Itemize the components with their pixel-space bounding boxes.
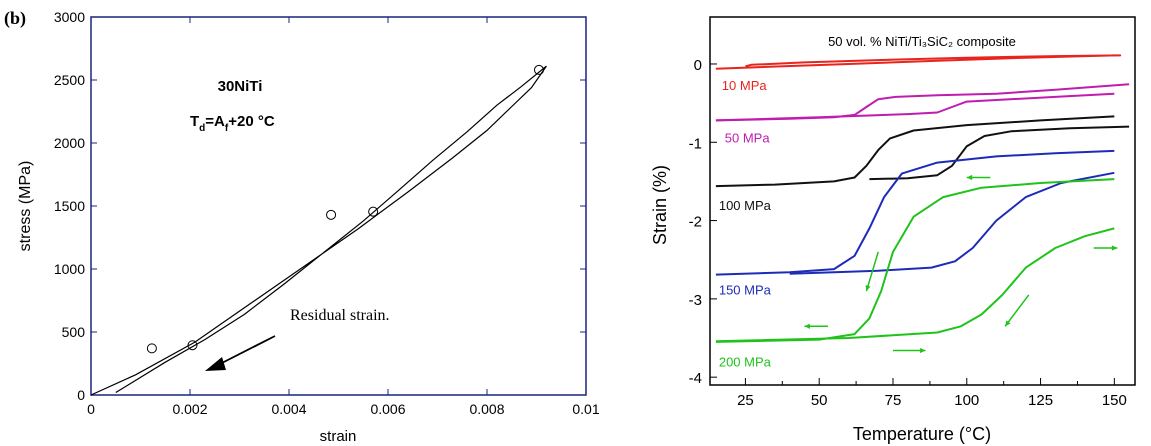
right-x-ticks: 25 50 75 100 125 150 [737, 378, 1127, 409]
right-x-tick-label: 25 [737, 392, 754, 409]
panel-label: (b) [4, 8, 26, 29]
strain-curve-50-mpa [715, 83, 1130, 122]
left-x-axis-label: strain [320, 428, 357, 445]
left-chart: (b) 0 0.002 0.004 0.006 0.008 0.01 0 500 1000 15… [4, 8, 600, 445]
right-direction-arrows [804, 174, 1118, 354]
left-x-tick-label: 0.006 [370, 401, 405, 417]
left-y-tick-label: 1500 [54, 198, 85, 214]
right-x-tick-label: 50 [811, 392, 828, 409]
circle-marker [326, 209, 337, 220]
left-x-ticks: 0 0.002 0.004 0.006 0.008 0.01 [87, 17, 600, 417]
series-label: 50 MPa [725, 131, 771, 146]
strain-curve-50-mpa [715, 92, 1115, 122]
circle-marker [533, 64, 544, 75]
right-chart: 50 vol. % NiTi/Ti₃SiC₂ composite 25 50 75 1… [650, 16, 1136, 444]
left-y-tick-label: 500 [62, 324, 86, 340]
left-x-tick-label: 0.01 [572, 401, 599, 417]
strain-curve-100-mpa [869, 125, 1130, 181]
left-x-tick-label: 0 [87, 401, 95, 417]
direction-arrowhead [1111, 245, 1118, 251]
residual-strain-annotation: Residual strain. [290, 307, 390, 324]
temperature-label: Td=Af+20 °C [190, 113, 275, 134]
strain-curve-200-mpa [715, 178, 1115, 343]
series-label: 100 MPa [719, 198, 772, 213]
direction-arrowhead [1005, 320, 1011, 327]
strain-curve-150-mpa [715, 149, 1115, 276]
right-y-ticks: 0 -1 -2 -3 -4 [689, 57, 717, 387]
right-y-tick-label: -4 [689, 370, 702, 387]
right-plot-frame [709, 16, 1136, 386]
direction-arrowhead [804, 323, 810, 329]
right-chart-title: 50 vol. % NiTi/Ti₃SiC₂ composite [828, 34, 1016, 49]
strain-curve-100-mpa [715, 115, 1115, 188]
stress-strain-curve [90, 65, 547, 396]
material-label: 30NiTi [218, 78, 263, 95]
series-label: 200 MPa [719, 355, 772, 370]
left-y-ticks: 0 500 1000 1500 2000 2500 3000 [54, 9, 586, 403]
right-x-tick-label: 100 [954, 392, 979, 409]
left-x-tick-label: 0.008 [469, 401, 504, 417]
circle-marker [187, 340, 198, 351]
circle-marker [368, 206, 379, 217]
left-y-tick-label: 3000 [54, 9, 85, 25]
right-x-tick-label: 125 [1028, 392, 1053, 409]
circle-marker [146, 343, 157, 354]
left-x-tick-label: 0.002 [172, 401, 207, 417]
left-y-tick-label: 0 [77, 387, 85, 403]
direction-arrowhead [966, 174, 973, 181]
left-y-tick-label: 2500 [54, 72, 85, 88]
right-y-axis-label: Strain (%) [650, 165, 670, 245]
right-y-tick-label: -3 [689, 292, 702, 309]
residual-strain-arrow-line [215, 335, 276, 367]
strain-curve-10-mpa [715, 54, 1122, 70]
left-y-tick-label: 1000 [54, 261, 85, 277]
direction-arrow-line [1004, 294, 1030, 327]
residual-strain-arrowhead [205, 357, 226, 371]
strain-curve-200-mpa [715, 227, 1115, 343]
strain-curve-150-mpa [789, 171, 1115, 275]
left-y-axis-label: stress (MPa) [17, 161, 34, 252]
direction-arrowhead [865, 285, 871, 292]
right-y-tick-label: 0 [694, 57, 702, 74]
right-x-tick-label: 75 [885, 392, 902, 409]
right-y-tick-label: -2 [689, 214, 702, 231]
series-label: 150 MPa [719, 282, 772, 297]
series-label: 10 MPa [722, 78, 768, 93]
left-series-group [90, 64, 547, 396]
left-x-tick-label: 0.004 [271, 401, 306, 417]
direction-arrow-line [865, 251, 879, 292]
right-series-labels: 10 MPa 50 MPa 100 MPa 150 MPa 200 MPa [719, 78, 772, 369]
right-x-axis-label: Temperature (°C) [853, 424, 991, 444]
left-plot-frame [90, 16, 587, 396]
left-y-tick-label: 2000 [54, 135, 85, 151]
right-x-tick-label: 150 [1102, 392, 1127, 409]
right-y-tick-label: -1 [689, 135, 702, 152]
direction-arrowhead [920, 347, 926, 354]
right-series-group [715, 54, 1130, 343]
